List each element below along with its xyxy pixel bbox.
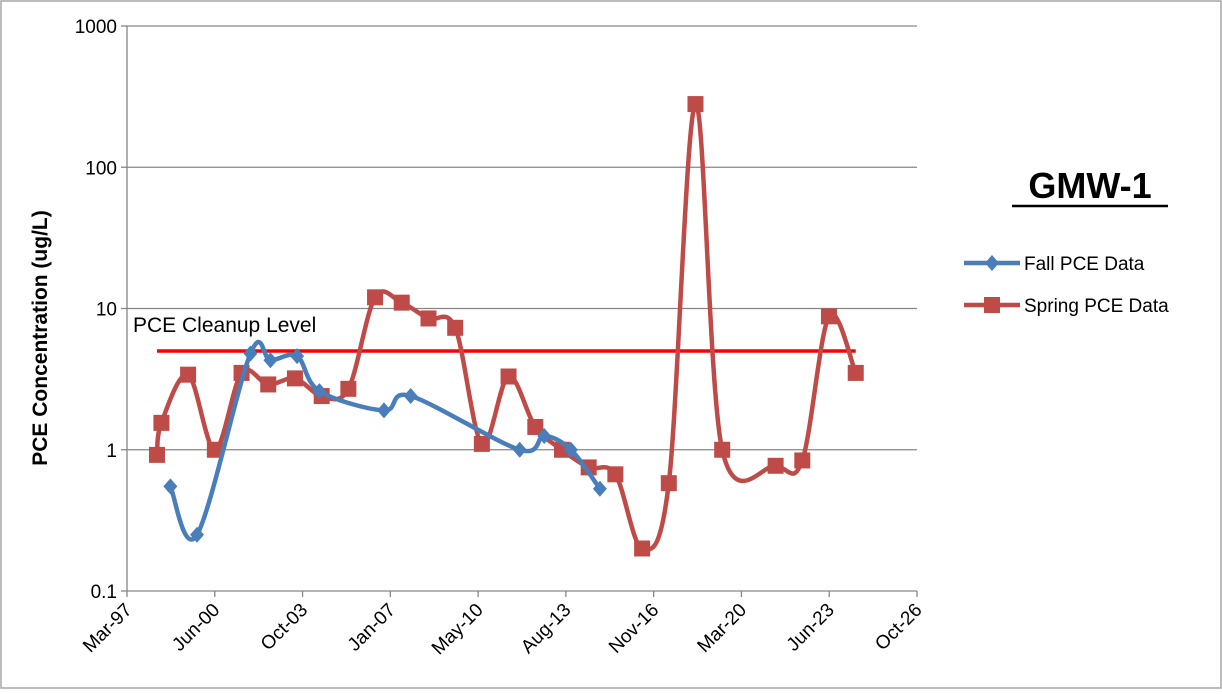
spring-data-point (393, 294, 410, 311)
spring-data-point (500, 368, 517, 385)
spring-data-point (687, 96, 704, 113)
fall-data-point (190, 526, 205, 543)
y-tick-label: 1000 (75, 17, 117, 38)
fall-data-point (243, 345, 258, 362)
legend-spring-label: Spring PCE Data (1024, 296, 1169, 317)
spring-data-point (527, 418, 544, 435)
spring-data-point (607, 466, 624, 483)
fall-data-point (263, 352, 278, 369)
y-tick-label: 1 (106, 441, 117, 462)
legend-fall-label: Fall PCE Data (1024, 254, 1145, 275)
fall-data-point (290, 348, 305, 365)
reference-line-group: PCE Cleanup Level (133, 314, 856, 353)
y-tick-label: 0.1 (91, 582, 117, 603)
spring-data-point (447, 319, 464, 336)
legend-fall-marker (985, 255, 999, 271)
spring-data-point (206, 441, 223, 458)
spring-data-point (767, 457, 784, 474)
fall-data-point (563, 441, 578, 458)
fall-data-point (403, 388, 418, 405)
spring-data-point (148, 446, 165, 463)
spring-data-point (260, 376, 277, 393)
spring-data-point (714, 441, 731, 458)
fall-data-point (312, 383, 327, 400)
spring-data-point (847, 364, 864, 381)
fall-data-point (537, 428, 552, 445)
series-group (148, 96, 864, 557)
fall-data-point (376, 402, 391, 419)
spring-data-point (473, 435, 490, 452)
chart-title: GMW-1 (1028, 165, 1151, 206)
spring-data-point (634, 540, 651, 557)
fall-data-point (592, 480, 607, 497)
spring-data-point (340, 380, 357, 397)
spring-data-point (180, 366, 197, 383)
fall-data-point (163, 478, 178, 495)
y-tick-label: 10 (96, 300, 117, 321)
spring-data-point (367, 289, 384, 306)
y-axis-title: PCE Concentration (ug/L) (29, 210, 52, 466)
spring-data-point (153, 414, 170, 431)
spring-data-point (794, 452, 811, 469)
y-tick-label: 100 (85, 158, 117, 179)
spring-data-point (420, 310, 437, 327)
fall-data-point (512, 441, 527, 458)
spring-data-point (660, 475, 677, 492)
legend: Fall PCE Data Spring PCE Data (964, 254, 1169, 317)
spring-data-point (820, 308, 837, 325)
legend-spring-marker (984, 297, 1000, 313)
spring-data-point (286, 370, 303, 387)
reference-line-label: PCE Cleanup Level (133, 314, 316, 337)
